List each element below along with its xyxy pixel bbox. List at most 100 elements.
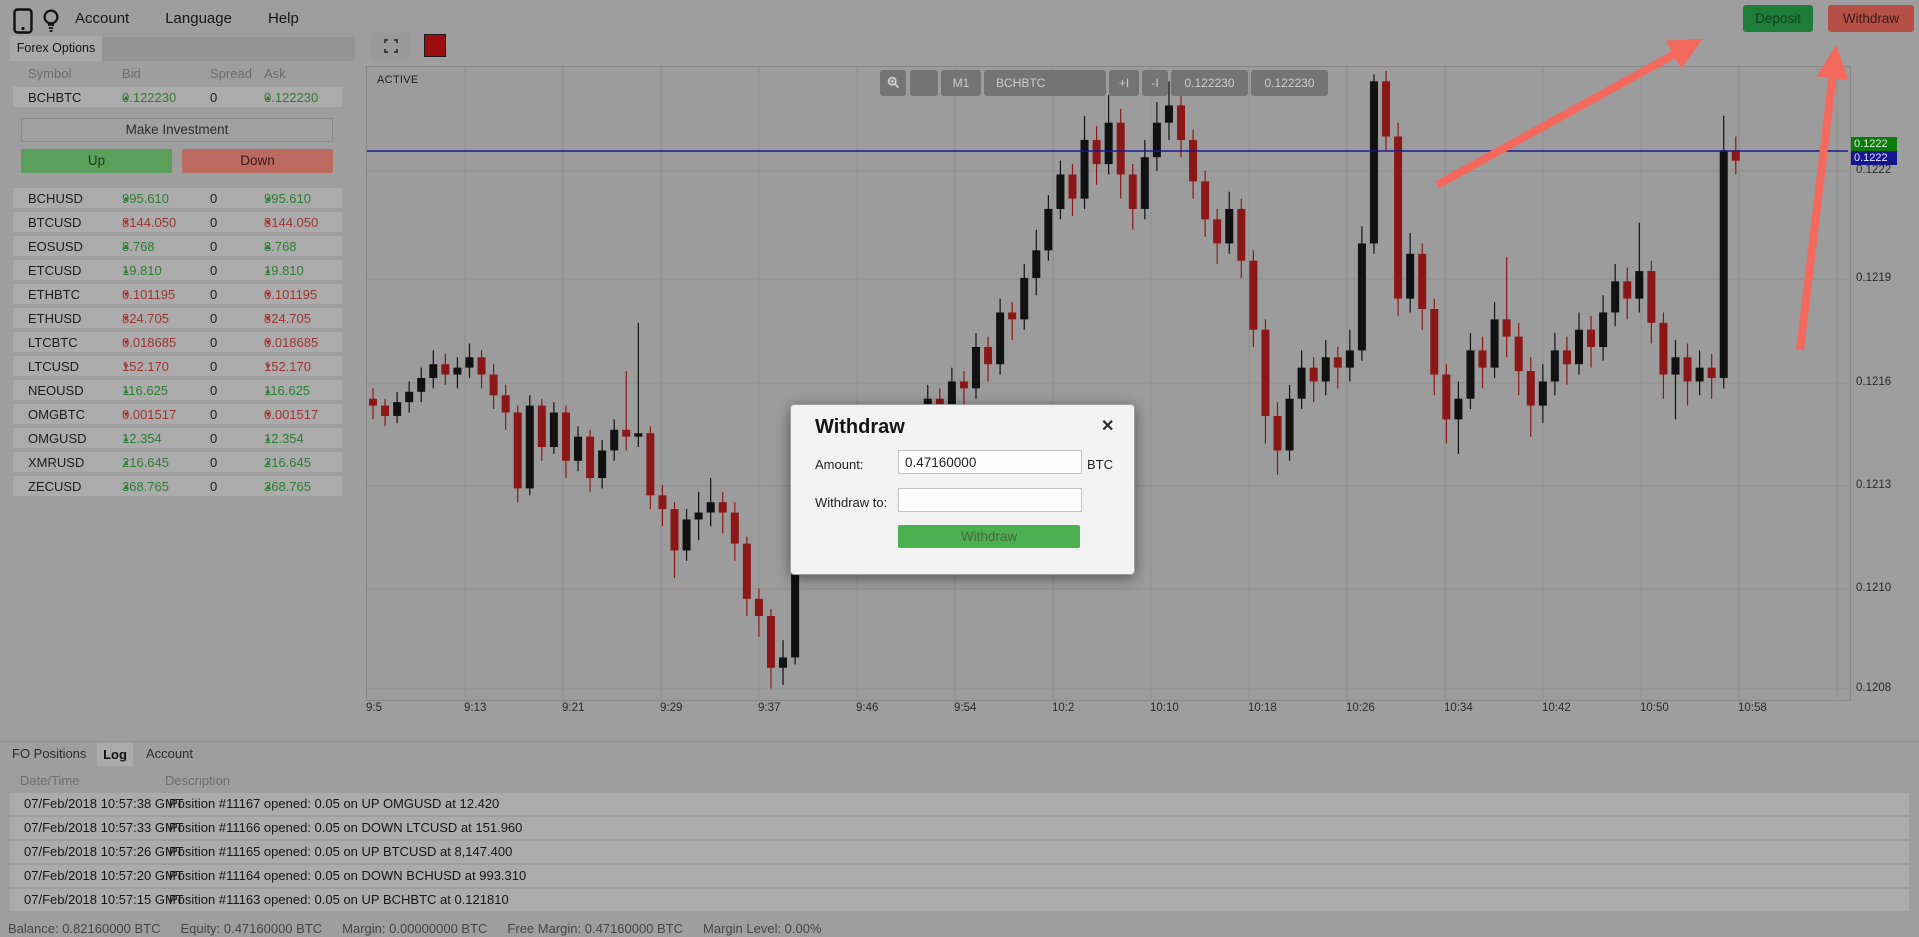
time-tick-label: 9:21 (562, 702, 585, 714)
quote-spread: 0 (210, 455, 218, 470)
quote-row-featured[interactable]: BCHBTC ▲ 0.122230 0 ▲ 0.122230 (13, 87, 342, 107)
quote-ask: ▼ 0.101195 (264, 287, 318, 302)
dialog-withdraw-button[interactable]: Withdraw (898, 525, 1080, 548)
up-arrow-icon: ▲ (122, 242, 130, 251)
quote-symbol: ETHUSD (28, 311, 82, 326)
quote-row-omgbtc[interactable]: OMGBTC ▼ 0.001517 0 ▼ 0.001517 (13, 404, 342, 424)
close-icon[interactable]: ✕ (1101, 418, 1115, 435)
quote-row-etcusd[interactable]: ETCUSD ▲ 19.810 0 ▲ 19.810 (13, 260, 342, 280)
quote-ask: ▲ 0.122230 (264, 90, 319, 105)
quote-row-ltcusd[interactable]: LTCUSD ▼ 152.170 0 ▼ 152.170 (13, 356, 342, 376)
quote-symbol: BCHUSD (28, 191, 83, 206)
quote-row-zecusd[interactable]: ZECUSD ▲ 368.765 0 ▲ 368.765 (13, 476, 342, 496)
quote-bid: ▲ 116.625 (122, 383, 169, 398)
up-arrow-icon: ▲ (264, 434, 272, 443)
quote-bid: ▲ 19.810 (122, 263, 162, 278)
log-description: Position #11167 opened: 0.05 on UP OMGUS… (169, 796, 500, 811)
deposit-button[interactable]: Deposit (1743, 5, 1813, 32)
time-tick-label: 9:5 (366, 702, 382, 714)
timeframe-button[interactable]: M1 (941, 70, 981, 96)
chart-zoom-button[interactable] (880, 70, 906, 96)
main-menu: Account Language Help (75, 10, 335, 28)
quote-spread: 0 (210, 287, 218, 302)
tab-forex-options[interactable]: Forex Options (10, 36, 102, 61)
status-freemargin: Free Margin: 0.47160000 BTC (507, 921, 684, 936)
log-datetime: 07/Feb/2018 10:57:15 GMT (24, 892, 184, 907)
phone-icon[interactable] (13, 8, 33, 39)
currency-label: BTC (1087, 457, 1113, 472)
tab-fo-positions[interactable]: FO Positions (12, 746, 87, 761)
top-bar: Account Language Help Deposit Withdraw (0, 0, 1919, 38)
log-header-datetime: Date/Time (20, 773, 80, 788)
menu-item-account[interactable]: Account (75, 10, 130, 27)
quote-row-bchusd[interactable]: BCHUSD ▲ 995.610 0 ▲ 995.610 (13, 188, 342, 208)
chart-color-swatch[interactable] (424, 34, 446, 57)
make-investment-button[interactable]: Make Investment (21, 118, 333, 142)
log-row: 07/Feb/2018 10:57:38 GMT Position #11167 … (10, 793, 1909, 815)
quote-row-btcusd[interactable]: BTCUSD ▼ 8144.050 0 ▼ 8144.050 (13, 212, 342, 232)
amount-field[interactable] (898, 450, 1082, 474)
quote-row-omgusd[interactable]: OMGUSD ▲ 12.354 0 ▲ 12.354 (13, 428, 342, 448)
up-arrow-icon: ▲ (264, 458, 272, 467)
up-button[interactable]: Up (21, 149, 172, 173)
price-tick-label: 0.1219 (1856, 272, 1892, 284)
quote-row-ltcbtc[interactable]: LTCBTC ▼ 0.018685 0 ▼ 0.018685 (13, 332, 342, 352)
chart-expand-button[interactable] (371, 33, 411, 59)
menu-item-language[interactable]: Language (165, 10, 232, 27)
indicator-remove-button[interactable]: -I (1142, 70, 1168, 96)
indicator-add-button[interactable]: +I (1109, 70, 1139, 96)
bid-price-badge: 0.1222 (1851, 151, 1897, 165)
quote-spread: 0 (210, 239, 218, 254)
down-arrow-icon: ▼ (122, 218, 130, 227)
time-tick-label: 9:54 (954, 702, 977, 714)
tab-account[interactable]: Account (146, 746, 193, 761)
down-arrow-icon: ▼ (122, 362, 130, 371)
quote-row-ethusd[interactable]: ETHUSD ▼ 824.705 0 ▼ 824.705 (13, 308, 342, 328)
status-equity: Equity: 0.47160000 BTC (180, 921, 323, 936)
log-datetime: 07/Feb/2018 10:57:20 GMT (24, 868, 184, 883)
quote-symbol: BTCUSD (28, 215, 82, 230)
chart-ask-button[interactable]: 0.122230 (1251, 70, 1328, 96)
quote-bid: ▼ 0.001517 (122, 407, 177, 422)
time-tick-label: 10:10 (1150, 702, 1179, 714)
quote-row-neousd[interactable]: NEOUSD ▲ 116.625 0 ▲ 116.625 (13, 380, 342, 400)
quote-row-xmrusd[interactable]: XMRUSD ▲ 216.645 0 ▲ 216.645 (13, 452, 342, 472)
chart-bid-button[interactable]: 0.122230 (1171, 70, 1248, 96)
down-button[interactable]: Down (182, 149, 333, 173)
time-tick-label: 10:18 (1248, 702, 1277, 714)
quote-ask: ▲ 12.354 (264, 431, 304, 446)
down-arrow-icon: ▼ (122, 314, 130, 323)
quote-bid: ▼ 0.018685 (122, 335, 177, 350)
tab-log[interactable]: Log (97, 743, 133, 766)
up-arrow-icon: ▲ (122, 266, 130, 275)
chart-tool-blank-button[interactable] (910, 70, 938, 96)
time-tick-label: 10:34 (1444, 702, 1473, 714)
quote-spread: 0 (210, 359, 218, 374)
time-tick-label: 9:13 (464, 702, 487, 714)
log-row: 07/Feb/2018 10:57:15 GMT Position #11163 … (10, 889, 1909, 911)
chart-symbol-dropdown[interactable]: BCHBTC (984, 70, 1106, 96)
quote-symbol: LTCBTC (28, 335, 78, 350)
log-description: Position #11163 opened: 0.05 on UP BCHBT… (169, 892, 509, 907)
fullscreen-icon (384, 39, 398, 57)
quote-ask: ▲ 116.625 (264, 383, 311, 398)
withdraw-to-field[interactable] (898, 488, 1082, 512)
quote-bid: ▲ 368.765 (122, 479, 169, 494)
quote-row-ethbtc[interactable]: ETHBTC ▼ 0.101195 0 ▼ 0.101195 (13, 284, 342, 304)
lightbulb-icon[interactable] (41, 8, 61, 39)
quote-ask: ▲ 368.765 (264, 479, 311, 494)
candlestick-chart[interactable] (367, 67, 1848, 698)
quote-symbol: LTCUSD (28, 359, 80, 374)
withdraw-button[interactable]: Withdraw (1828, 5, 1914, 32)
quote-row-eosusd[interactable]: EOSUSD ▲ 8.768 0 ▲ 8.768 (13, 236, 342, 256)
quote-symbol: NEOUSD (28, 383, 84, 398)
quote-spread: 0 (210, 90, 218, 105)
quote-spread: 0 (210, 335, 218, 350)
quote-spread: 0 (210, 311, 218, 326)
up-arrow-icon: ▲ (264, 194, 272, 203)
menu-item-help[interactable]: Help (267, 10, 299, 27)
down-arrow-icon: ▼ (122, 338, 130, 347)
column-header-ask: Ask (264, 66, 286, 81)
up-arrow-icon: ▲ (122, 482, 130, 491)
quote-symbol: ZECUSD (28, 479, 82, 494)
